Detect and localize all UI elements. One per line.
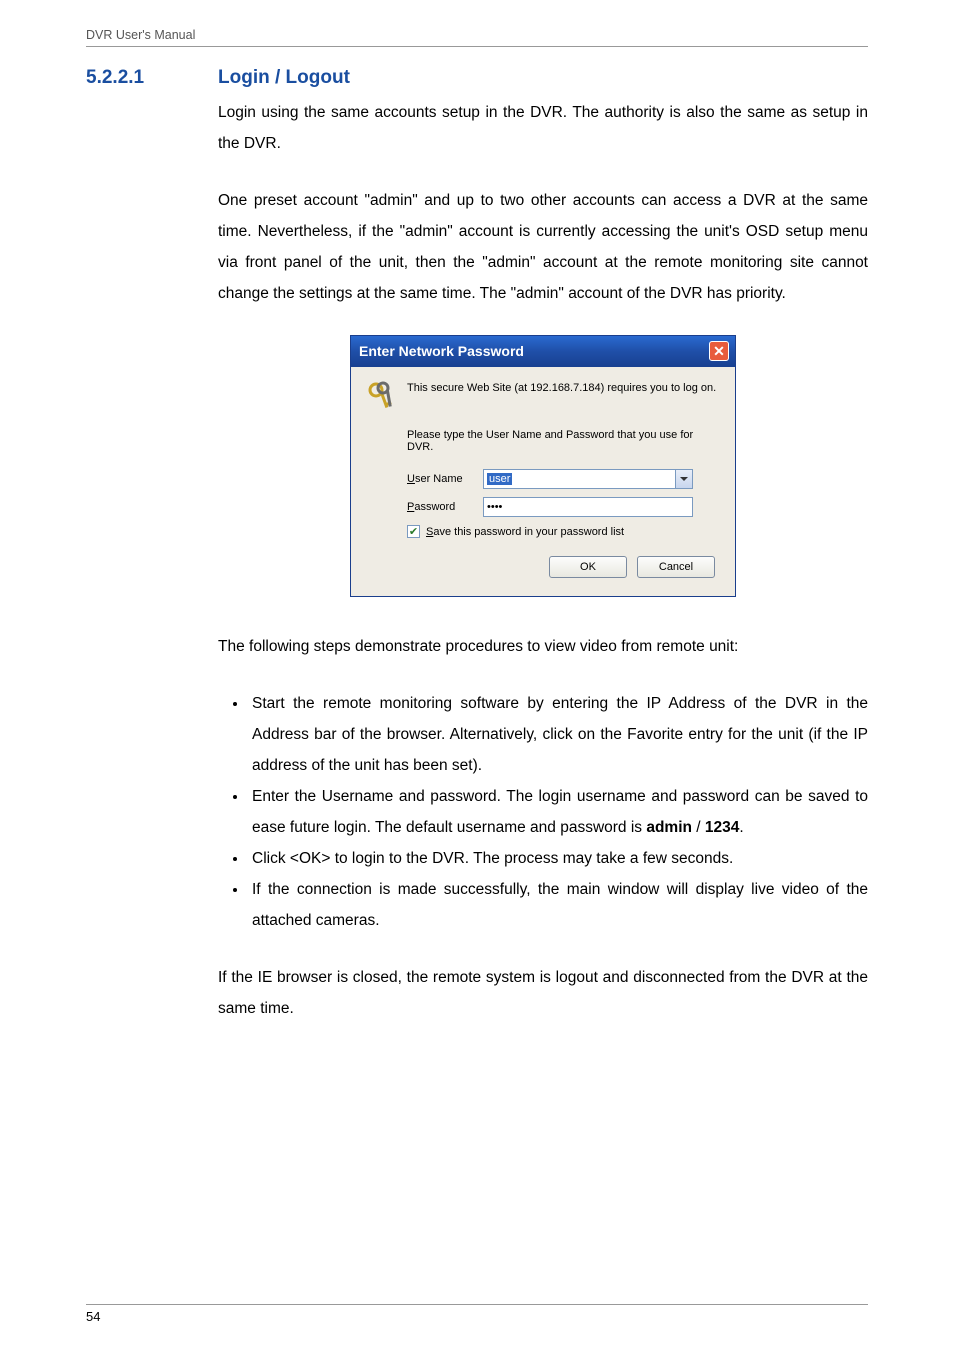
username-input[interactable]: user — [483, 469, 693, 489]
save-password-label: Save this password in your password list — [426, 526, 624, 538]
username-label: User Name — [407, 473, 483, 485]
cancel-button[interactable]: Cancel — [637, 556, 715, 578]
list-item: Enter the Username and password. The log… — [248, 781, 868, 843]
paragraph-3: The following steps demonstrate procedur… — [218, 631, 868, 662]
password-dialog: Enter Network Password ✕ — [350, 335, 736, 597]
username-dropdown-button[interactable] — [675, 470, 692, 488]
dialog-line2: Please type the User Name and Password t… — [407, 429, 719, 453]
password-input[interactable]: •••• — [483, 497, 693, 517]
list-item: If the connection is made successfully, … — [248, 874, 868, 936]
username-value: user — [487, 473, 512, 485]
dialog-title: Enter Network Password — [359, 343, 524, 359]
steps-list: Start the remote monitoring software by … — [218, 688, 868, 936]
page-number: 54 — [86, 1304, 868, 1324]
dialog-line1: This secure Web Site (at 192.168.7.184) … — [407, 381, 716, 415]
save-password-checkbox[interactable]: ✔ — [407, 525, 420, 538]
close-button[interactable]: ✕ — [709, 341, 729, 361]
paragraph-1: Login using the same accounts setup in t… — [218, 97, 868, 159]
page-header: DVR User's Manual — [86, 28, 868, 47]
paragraph-2: One preset account "admin" and up to two… — [218, 185, 868, 309]
list-item: Click <OK> to login to the DVR. The proc… — [248, 843, 868, 874]
list-item: Start the remote monitoring software by … — [248, 688, 868, 781]
section-title: Login / Logout — [218, 67, 350, 89]
section-number: 5.2.2.1 — [86, 67, 218, 89]
paragraph-4: If the IE browser is closed, the remote … — [218, 962, 868, 1024]
close-icon: ✕ — [713, 343, 725, 360]
keys-icon — [367, 381, 397, 415]
dialog-titlebar: Enter Network Password ✕ — [351, 336, 735, 367]
password-label: Password — [407, 501, 483, 513]
password-value: •••• — [487, 501, 502, 513]
ok-button[interactable]: OK — [549, 556, 627, 578]
